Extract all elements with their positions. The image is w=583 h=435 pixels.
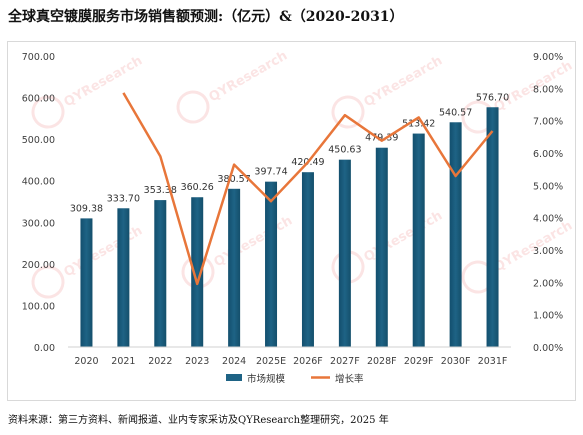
watermark-logo: QYResearch [176,48,290,124]
x-tick-label: 2029F [404,356,434,367]
watermark-text: QYResearch [61,53,145,110]
watermark-text: QYResearch [361,208,445,265]
line-series [122,92,494,286]
left-tick-label: 200.00 [22,260,55,271]
x-tick-label: 2027F [330,356,360,367]
bar [449,122,462,347]
left-tick-label: 0.00 [34,343,55,354]
x-tick-label: 2025E [256,356,286,367]
right-tick-label: 3.00% [533,246,563,257]
left-tick-label: 700.00 [22,52,55,63]
bar [265,181,278,347]
right-tick-label: 2.00% [533,278,563,289]
x-tick-label: 2031F [478,356,508,367]
bar-value-label: 360.26 [181,182,214,193]
chart-frame: QYResearch QYResearch QYResearch QYResearch… [7,41,576,401]
bar-value-label: 333.70 [107,193,140,204]
watermark-ring [331,95,365,129]
x-tick-label: 2023 [185,356,209,367]
x-tick-label: 2022 [148,356,172,367]
bar-value-label: 397.74 [254,167,287,178]
legend-swatch-bar [226,374,242,381]
right-tick-label: 1.00% [533,311,563,322]
legend-label: 市场规模 [247,373,286,385]
bar-value-label: 450.63 [328,145,361,156]
x-tick-label: 2021 [111,356,135,367]
x-tick-label: 2020 [74,356,98,367]
bar-value-label: 513.42 [402,119,435,130]
watermark-text: QYResearch [206,48,290,105]
x-tick-label: 2030F [441,356,471,367]
bar-value-label: 540.57 [439,107,472,118]
watermark-text: QYResearch [361,53,445,110]
bar [486,107,499,347]
left-tick-label: 600.00 [22,94,55,105]
source-note: 资料来源：第三方资料、新闻报道、业内专家采访及QYResearch整理研究，20… [8,415,389,426]
right-axis: 0.00% 1.00% 2.00% 3.00% 4.00% 5.00% 6.00% 7.00%… [533,52,563,354]
left-tick-label: 500.00 [22,135,55,146]
growth-line [122,92,494,286]
bar-value-label: 309.38 [70,203,103,214]
bar [117,208,130,347]
x-tick-label: 2028F [367,356,397,367]
bar [338,159,351,347]
bar [375,147,388,347]
right-tick-label: 0.00% [533,343,563,354]
left-tick-label: 100.00 [22,301,55,312]
bar [228,188,241,347]
chart-svg: QYResearch QYResearch QYResearch QYResearch… [22,48,575,385]
bar-value-label: 353.38 [144,185,177,196]
bar [301,172,314,347]
bar [191,197,204,347]
bar-value-label: 479.39 [365,133,398,144]
right-tick-label: 5.00% [533,181,563,192]
legend-label: 增长率 [335,373,364,385]
bar [412,133,425,347]
x-axis: 2020 2021 2022 2023 2024 2025E 2026F 2027F 2028F… [74,356,507,367]
bar-value-label: 380.57 [218,174,251,185]
x-tick-label: 2024 [222,356,246,367]
bar [154,200,167,347]
right-tick-label: 6.00% [533,149,563,160]
left-axis: 0.00 100.00 200.00 300.00 400.00 500.00 600.00… [22,52,55,354]
watermark-ring [176,90,210,124]
bar-value-label: 576.70 [476,92,509,103]
left-tick-label: 400.00 [22,177,55,188]
chart-title: 全球真空镀膜服务市场销售额预测:（亿元）&（2020-2031） [8,9,404,25]
right-tick-label: 7.00% [533,117,563,128]
watermark-text: QYResearch [61,223,145,280]
right-tick-label: 9.00% [533,52,563,63]
bar [80,218,93,347]
right-tick-label: 4.00% [533,214,563,225]
right-tick-label: 8.00% [533,84,563,95]
watermark-text: QYResearch [211,213,295,270]
left-tick-label: 300.00 [22,218,55,229]
legend: 市场规模 增长率 [226,373,364,385]
x-tick-label: 2026F [293,356,323,367]
watermark-ring [31,265,65,299]
watermark-ring [31,95,65,129]
